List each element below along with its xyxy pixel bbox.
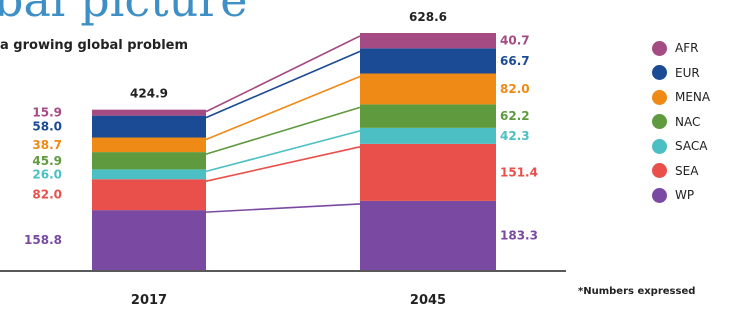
value-label-2045-mena: 82.0 [500,82,530,96]
bar-segment-2017-saca [92,169,206,180]
value-label-2017-afr: 15.9 [32,106,62,120]
value-label-2045-saca: 42.3 [500,129,530,143]
legend-swatch-afr [652,40,667,56]
bar-segment-2045-nac [360,104,496,128]
legend-label-saca: SACA [675,139,708,154]
legend-label-afr: AFR [675,41,699,56]
bar-segment-2045-sea [360,143,496,201]
bar-segment-2045-mena [360,73,496,105]
connector-line-wp [205,203,361,213]
legend-item-eur: EUR [652,61,710,86]
chart-subtitle: a growing global problem [0,38,189,53]
x-tick-label-2017: 2017 [131,293,167,308]
legend-item-wp: WP [652,183,710,208]
legend-label-nac: NAC [675,114,701,129]
value-label-2017-eur: 58.0 [32,120,62,134]
total-label-2045: 628.6 [409,10,447,24]
legend-item-saca: SACA [652,134,710,159]
value-label-2045-wp: 183.3 [500,228,538,242]
value-label-2045-eur: 66.7 [500,54,530,68]
value-label-2045-nac: 62.2 [500,109,530,123]
bar-segment-2017-wp [92,210,206,270]
chart-title: bal picture [0,0,248,27]
total-label-2017: 424.9 [130,87,168,101]
legend-swatch-sea [652,163,667,179]
legend-label-eur: EUR [675,65,700,80]
x-tick-label-2045: 2045 [410,293,446,308]
value-label-2017-mena: 38.7 [32,138,62,152]
value-label-2045-sea: 151.4 [500,165,538,179]
bar-segment-2045-saca [360,127,496,144]
bar-segment-2045-eur [360,48,496,74]
bar-segment-2017-mena [92,137,206,153]
bar-segment-2045-afr [360,33,496,49]
bar-segment-2045-wp [360,200,496,270]
connector-line-mena [205,75,361,141]
legend-label-wp: WP [675,188,695,203]
value-label-2045-afr: 40.7 [500,34,530,48]
value-label-2017-sea: 82.0 [32,188,62,202]
legend-label-sea: SEA [675,163,699,178]
legend-swatch-nac [652,114,667,130]
legend-swatch-wp [652,187,667,203]
legend-item-nac: NAC [652,110,710,135]
value-label-2017-nac: 45.9 [32,154,62,168]
connector-line-afr [205,35,361,113]
bar-segment-2017-nac [92,152,206,170]
connector-line-sea [205,146,361,182]
bar-segment-2017-sea [92,179,206,211]
legend-label-mena: MENA [675,90,711,105]
legend-item-mena: MENA [652,85,710,110]
legend-swatch-mena [652,89,667,105]
value-label-2017-saca: 26.0 [32,167,62,181]
chart-legend: AFR EUR MENA NAC SACA SEA WP [652,36,710,208]
connector-line-eur [205,50,361,119]
legend-swatch-saca [652,138,667,154]
legend-item-sea: SEA [652,159,710,184]
legend-item-afr: AFR [652,36,710,61]
bar-segment-2017-afr [92,109,206,116]
value-label-2017-wp: 158.8 [24,233,62,247]
connector-line-nac [205,106,361,155]
legend-swatch-eur [652,65,667,81]
bar-segment-2017-eur [92,115,206,138]
footnote: *Numbers expressed [578,286,696,297]
connector-line-saca [205,130,361,173]
